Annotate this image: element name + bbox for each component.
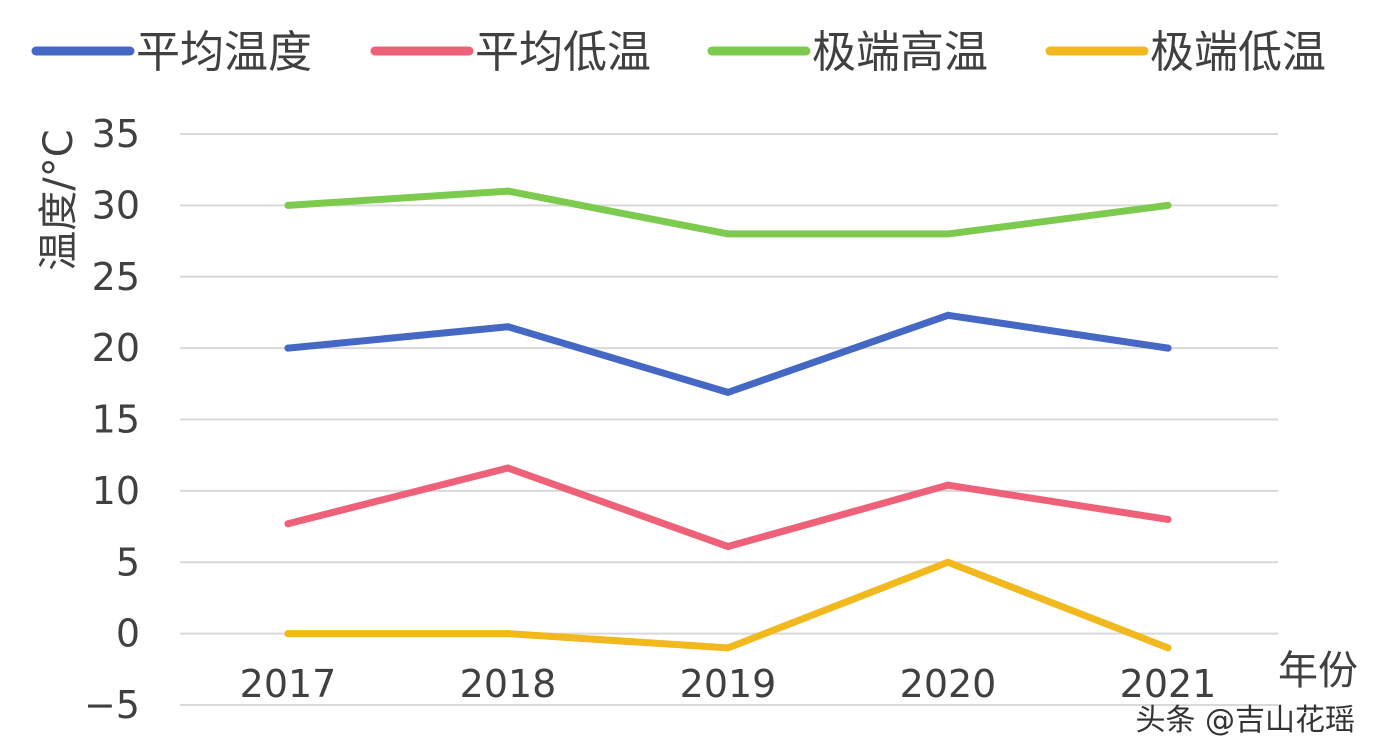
series-line-3 [284, 558, 1172, 652]
legend: 平均温度 平均低温 极端高温 极端低温 [31, 27, 1326, 78]
series-line-1 [284, 464, 1172, 551]
data-point [944, 481, 952, 489]
data-point [944, 558, 952, 566]
series-lines [284, 187, 1172, 652]
y-tick-label: 15 [92, 398, 140, 442]
data-point [1164, 201, 1172, 209]
y-tick-label: 25 [92, 255, 140, 299]
data-point [504, 187, 512, 195]
x-tick-label: 2021 [1120, 662, 1217, 706]
data-point [724, 388, 732, 396]
data-point [724, 543, 732, 551]
x-tick-label: 2018 [460, 662, 557, 706]
data-point [944, 311, 952, 319]
series-line-0 [284, 311, 1172, 396]
legend-label: 极端高温 [812, 27, 988, 78]
x-tick-label: 2017 [240, 662, 337, 706]
y-tick-label: 35 [92, 112, 140, 156]
data-point [504, 630, 512, 638]
watermark: 头条 @吉山花瑶 [1135, 703, 1355, 738]
data-point [284, 201, 292, 209]
legend-label: 平均低温 [475, 27, 651, 78]
data-point [1164, 644, 1172, 652]
y-tick-label: 30 [92, 183, 140, 227]
x-tick-label: 2020 [900, 662, 997, 706]
data-point [724, 230, 732, 238]
series-line-2 [284, 187, 1172, 238]
gridlines [180, 133, 1278, 706]
data-point [1164, 515, 1172, 523]
data-point [284, 630, 292, 638]
y-tick-labels: 35 30 25 20 15 10 5 0 −5 [84, 112, 140, 727]
data-point [1164, 344, 1172, 352]
y-tick-label: 5 [116, 540, 140, 584]
data-point [504, 323, 512, 331]
legend-label: 平均温度 [136, 27, 312, 78]
x-tick-label: 2019 [680, 662, 777, 706]
x-tick-labels: 2017 2018 2019 2020 2021 [240, 662, 1217, 706]
data-point [284, 520, 292, 528]
y-tick-label: 20 [92, 326, 140, 370]
y-tick-label: 10 [92, 469, 140, 513]
y-axis-title: 温度/°C [36, 129, 82, 270]
y-tick-label: −5 [84, 683, 140, 727]
data-point [944, 230, 952, 238]
x-axis-title: 年份 [1278, 648, 1358, 694]
data-point [284, 344, 292, 352]
data-point [724, 644, 732, 652]
data-point [504, 464, 512, 472]
y-tick-label: 0 [116, 612, 140, 656]
legend-label: 极端低温 [1150, 27, 1326, 78]
